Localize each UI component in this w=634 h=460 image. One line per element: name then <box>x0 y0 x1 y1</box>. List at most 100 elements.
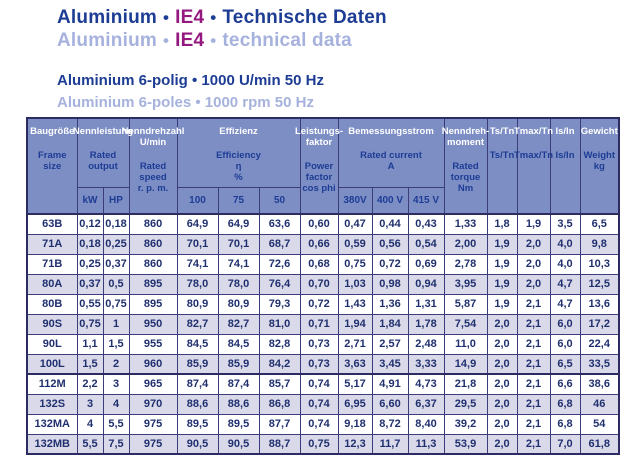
value-cell: 85,7 <box>258 373 301 395</box>
col-header-efficiency: Effizienz Efficiency η % <box>176 117 301 188</box>
frame-size-cell: 112M <box>26 373 78 395</box>
table-row: 90L 1,1 1,5 955 84,5 84,5 82,8 0,73 2,71 2,57 2,48… <box>26 333 620 355</box>
value-cell: 2,57 <box>371 333 409 355</box>
value-cell: 0,12 <box>76 213 104 235</box>
value-cell: 860 <box>128 253 178 275</box>
value-cell: 70,1 <box>217 233 260 255</box>
value-cell: 9,8 <box>579 233 620 255</box>
value-cell: 12,3 <box>337 433 373 455</box>
title-material-en: Aluminium <box>57 30 157 51</box>
value-cell: 63,6 <box>258 213 301 235</box>
value-cell: 84,2 <box>258 353 301 375</box>
value-cell: 87,4 <box>176 373 219 395</box>
col-header-tmax-tn: Tmax/Tn Tmax/Tn <box>513 117 554 215</box>
value-cell: 0,73 <box>299 333 339 355</box>
value-cell: 0,56 <box>371 233 409 255</box>
value-cell: 3,45 <box>371 353 409 375</box>
col-header-rated-speed: Nenndrehzahl U/min Rated speed r. p. m. <box>122 117 184 215</box>
col-label-en: Ts/Tn <box>489 150 515 161</box>
value-cell: 1,8 <box>486 213 518 235</box>
page-title-block: Aluminium • IE4 • Technische Daten Aluminium… <box>57 6 387 52</box>
title-ie4-badge: IE4 <box>175 30 205 51</box>
value-cell: 960 <box>128 353 178 375</box>
value-cell: 2,1 <box>516 433 551 455</box>
value-cell: 2,0 <box>486 313 518 335</box>
table-row: 80A 0,37 0,5 895 78,0 78,0 76,4 0,70 1,03 0,98 0,9… <box>26 273 620 295</box>
value-cell: 2,0 <box>516 233 551 255</box>
value-cell: 3,33 <box>407 353 445 375</box>
value-cell: 2,1 <box>516 353 551 375</box>
value-cell: 10,3 <box>579 253 620 275</box>
bullet-icon: • <box>162 8 170 27</box>
section-subtitle-german: Aluminium 6-polig • 1000 U/min 50 Hz <box>57 72 324 89</box>
value-cell: 1,5 <box>76 353 104 375</box>
value-cell: 0,37 <box>102 253 130 275</box>
bullet-icon: • <box>162 31 170 50</box>
value-cell: 0,18 <box>76 233 104 255</box>
table-row: 90S 0,75 1 950 82,7 82,7 81,0 0,71 1,94 1,84 1,78 7… <box>26 313 620 335</box>
value-cell: 6,0 <box>549 333 581 355</box>
value-cell: 975 <box>128 433 178 455</box>
col-label-en: Tmax/Tn <box>513 150 554 161</box>
value-cell: 2,1 <box>516 393 551 415</box>
value-cell: 0,75 <box>299 433 339 455</box>
value-cell: 90,5 <box>176 433 219 455</box>
subcol-header-380v: 380V <box>337 186 373 215</box>
value-cell: 64,9 <box>217 213 260 235</box>
value-cell: 0,44 <box>371 213 409 235</box>
value-cell: 39,2 <box>443 413 488 435</box>
value-cell: 2,1 <box>516 313 551 335</box>
table-row: 132MA 4 5,5 975 89,5 89,5 87,7 0,74 9,18 8,72 8,40… <box>26 413 620 435</box>
value-cell: 1,94 <box>337 313 373 335</box>
table-row: 132S 3 4 970 88,6 88,6 86,8 0,74 6,95 6,60 6,37 29,… <box>26 393 620 415</box>
col-label-en: Efficiency η % <box>216 150 261 183</box>
value-cell: 33,5 <box>579 353 620 375</box>
col-label-de: Effizienz <box>219 126 258 137</box>
value-cell: 0,70 <box>299 273 339 295</box>
value-cell: 4,73 <box>407 373 445 395</box>
col-label-de: Ts/Tn <box>489 126 515 137</box>
value-cell: 6,60 <box>371 393 409 415</box>
value-cell: 11,7 <box>371 433 409 455</box>
value-cell: 5,87 <box>443 293 488 315</box>
col-header-rated-torque: Nenndreh- moment Rated torque Nm <box>441 117 490 215</box>
value-cell: 7,54 <box>443 313 488 335</box>
value-cell: 6,37 <box>407 393 445 415</box>
value-cell: 4,0 <box>549 233 581 255</box>
value-cell: 0,5 <box>102 273 130 295</box>
value-cell: 74,1 <box>217 253 260 275</box>
frame-size-cell: 100L <box>26 353 78 375</box>
value-cell: 53,9 <box>443 433 488 455</box>
section-subtitle-english: Aluminium 6-poles • 1000 rpm 50 Hz <box>57 94 314 111</box>
col-label-de: Gewicht <box>580 126 618 137</box>
value-cell: 3 <box>102 373 130 395</box>
value-cell: 5,5 <box>76 433 104 455</box>
col-label-de: Nenndreh- moment <box>441 126 490 148</box>
value-cell: 4 <box>76 413 104 435</box>
value-cell: 2,1 <box>516 333 551 355</box>
col-label-de: Tmax/Tn <box>513 126 554 137</box>
value-cell: 2,0 <box>486 393 518 415</box>
value-cell: 1,31 <box>407 293 445 315</box>
value-cell: 74,1 <box>176 253 219 275</box>
subcol-label: 400 V <box>376 194 404 206</box>
value-cell: 5,17 <box>337 373 373 395</box>
subcol-label: 75 <box>232 194 245 206</box>
value-cell: 6,8 <box>549 393 581 415</box>
value-cell: 46 <box>579 393 620 415</box>
value-cell: 85,9 <box>217 353 260 375</box>
value-cell: 7,5 <box>102 433 130 455</box>
value-cell: 2,1 <box>516 373 551 395</box>
value-cell: 3,5 <box>549 213 581 235</box>
subcol-label: HP <box>109 194 123 206</box>
col-label-de: Is/In <box>555 126 575 137</box>
value-cell: 0,55 <box>76 293 104 315</box>
value-cell: 0,68 <box>299 253 339 275</box>
value-cell: 950 <box>128 313 178 335</box>
frame-size-cell: 80A <box>26 273 78 295</box>
col-label-de: Bemessungsstrom <box>348 126 434 137</box>
frame-size-cell: 132S <box>26 393 78 415</box>
value-cell: 7,0 <box>549 433 581 455</box>
col-label-de: Nenndrehzahl U/min <box>121 126 185 148</box>
value-cell: 9,18 <box>337 413 373 435</box>
